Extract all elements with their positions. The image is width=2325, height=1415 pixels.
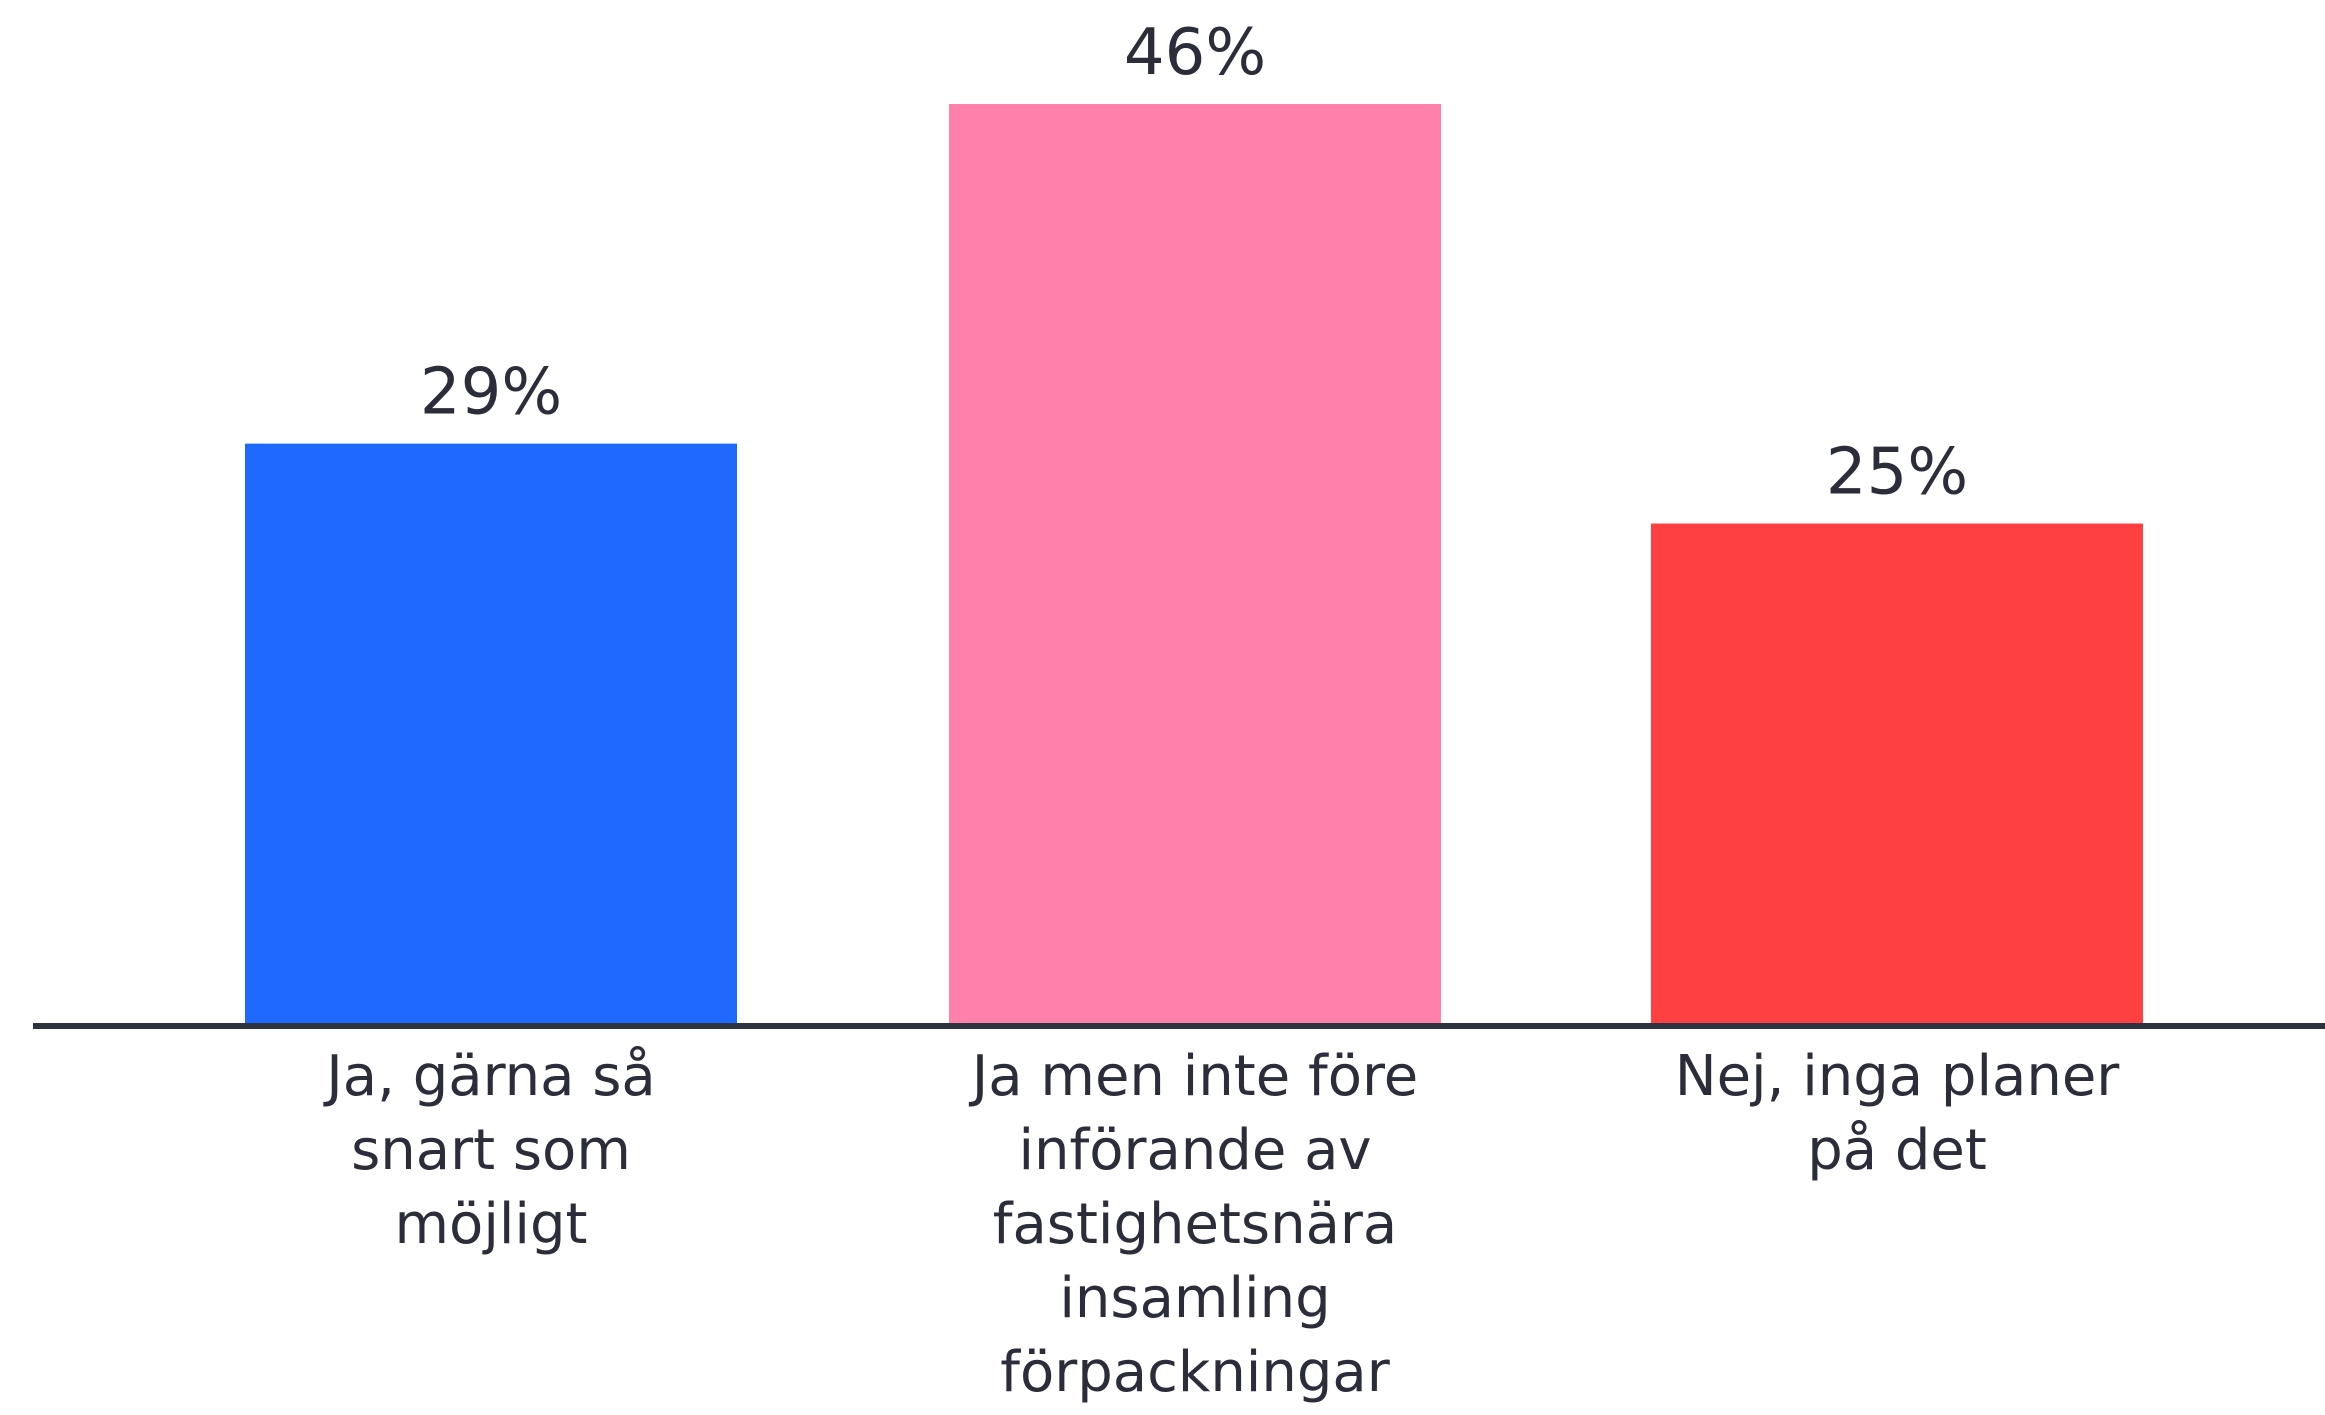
value-label: 25% bbox=[1826, 436, 1968, 510]
x-tick-label: Ja, gärna så snart som möjligt bbox=[326, 1044, 656, 1257]
value-label: 46% bbox=[1124, 16, 1266, 90]
bar bbox=[245, 443, 737, 1023]
x-tick-label: Nej, inga planer på det bbox=[1674, 1044, 2120, 1183]
x-tick-label: Ja men inte före införande av fastighets… bbox=[971, 1044, 1419, 1405]
value-label: 29% bbox=[420, 356, 562, 430]
bar bbox=[1651, 523, 2143, 1023]
bar bbox=[949, 104, 1441, 1023]
